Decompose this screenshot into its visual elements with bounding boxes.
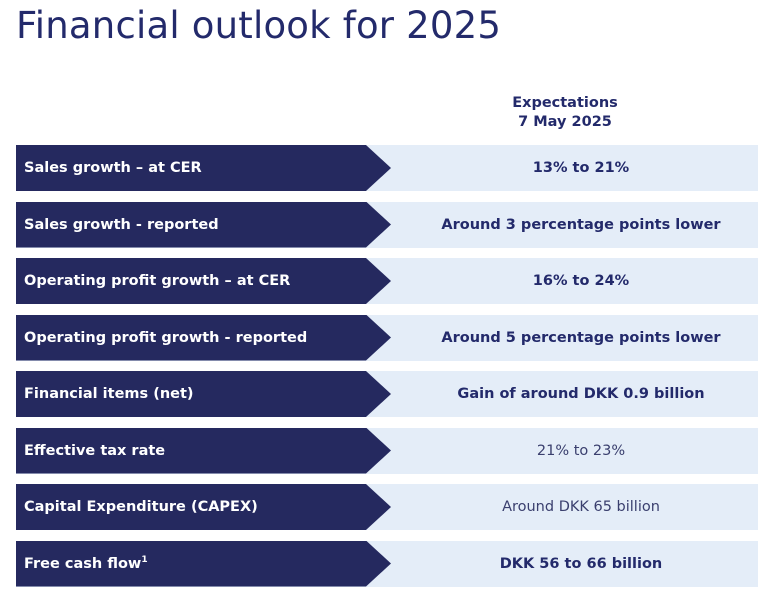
row-label-text: Capital Expenditure (CAPEX)	[24, 499, 258, 515]
outlook-table: Sales growth – at CER 13% to 21% Sales g…	[16, 145, 758, 597]
label-arrow-band	[16, 371, 391, 417]
outlook-row: Effective tax rate 21% to 23%	[16, 427, 758, 474]
row-label: Operating profit growth – at CER	[24, 258, 290, 304]
row-label: Free cash flow1	[24, 541, 148, 587]
row-label: Operating profit growth - reported	[24, 315, 307, 361]
outlook-row: Operating profit growth – at CER 16% to …	[16, 258, 758, 304]
row-value: Around 5 percentage points lower	[441, 329, 721, 346]
row-label: Capital Expenditure (CAPEX)	[24, 484, 258, 530]
row-value: 16% to 24%	[532, 273, 630, 289]
row-label: Sales growth – at CER	[24, 145, 202, 191]
column-header-line-1: Expectations	[512, 95, 618, 111]
outlook-row: Sales growth – at CER 13% to 21%	[16, 145, 758, 191]
row-value: DKK 56 to 66 billion	[499, 555, 663, 572]
row-label-text: Free cash flow	[24, 555, 142, 572]
row-label-footnote: 1	[141, 554, 148, 565]
row-value: 21% to 23%	[536, 442, 626, 459]
outlook-row: Capital Expenditure (CAPEX) Around DKK 6…	[16, 484, 758, 530]
row-label: Effective tax rate	[24, 428, 165, 474]
row-value: Around 3 percentage points lower	[441, 216, 721, 233]
row-label: Sales growth - reported	[24, 202, 219, 248]
column-header-line-2: 7 May 2025	[518, 114, 612, 130]
row-label: Financial items (net)	[24, 371, 194, 417]
row-label-text: Operating profit growth – at CER	[24, 273, 291, 289]
row-value: Gain of around DKK 0.9 billion	[457, 386, 705, 402]
row-value: Around DKK 65 billion	[502, 499, 660, 515]
outlook-row: Free cash flow1 DKK 56 to 66 billion	[16, 540, 758, 587]
label-arrow-band	[16, 540, 391, 587]
row-label-text: Operating profit growth - reported	[24, 329, 308, 346]
label-arrow-band	[16, 427, 391, 474]
outlook-row: Operating profit growth - reported Aroun…	[16, 314, 758, 361]
label-arrow-band	[16, 314, 391, 361]
label-arrow-band	[16, 484, 391, 530]
row-value: 13% to 21%	[532, 160, 630, 176]
row-label-text: Financial items (net)	[24, 386, 194, 402]
outlook-row: Sales growth - reported Around 3 percent…	[16, 201, 758, 248]
label-arrow-band	[16, 258, 391, 304]
label-arrow-band	[16, 201, 391, 248]
expectations-column-header: Expectations 7 May 2025	[390, 94, 740, 132]
label-arrow-band	[16, 145, 391, 191]
row-label-text: Sales growth – at CER	[24, 160, 202, 176]
row-label-text: Sales growth - reported	[24, 216, 219, 233]
row-label-text: Effective tax rate	[24, 442, 166, 459]
page-title: Financial outlook for 2025	[16, 4, 502, 47]
outlook-row: Financial items (net) Gain of around DKK…	[16, 371, 758, 417]
